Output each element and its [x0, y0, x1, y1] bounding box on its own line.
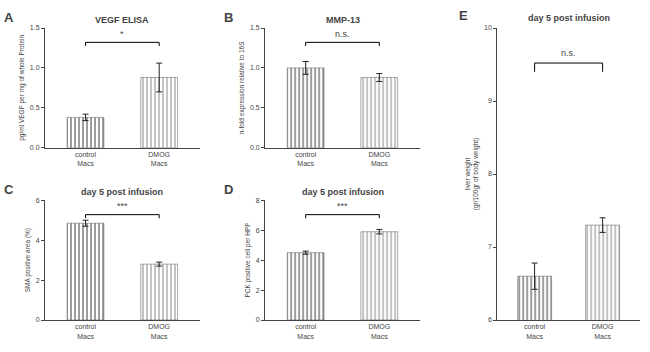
svg-text:2: 2 [256, 287, 260, 294]
svg-text:9: 9 [488, 97, 492, 104]
svg-text:A: A [4, 10, 14, 25]
svg-text:7: 7 [488, 243, 492, 250]
svg-text:4: 4 [36, 237, 40, 244]
svg-text:0: 0 [36, 316, 40, 323]
svg-text:pg/ml VEGF per mg of whole Pro: pg/ml VEGF per mg of whole Protein [18, 35, 26, 141]
svg-text:liver weight(gr/100gr of body: liver weight(gr/100gr of body weight) [464, 138, 480, 210]
svg-text:controlMacs: controlMacs [295, 151, 316, 167]
svg-text:PCK positive cell per HPF: PCK positive cell per HPF [244, 223, 252, 298]
svg-text:n.s.: n.s. [335, 29, 350, 39]
svg-text:0.5: 0.5 [250, 104, 260, 111]
svg-text:DMOGMacs: DMOGMacs [592, 323, 614, 339]
svg-text:***: *** [117, 201, 128, 211]
svg-text:6: 6 [36, 197, 40, 204]
svg-text:DMOGMacs: DMOGMacs [368, 323, 390, 339]
svg-text:DMOGMacs: DMOGMacs [148, 151, 170, 167]
svg-text:***: *** [337, 201, 348, 211]
svg-text:controlMacs: controlMacs [524, 323, 545, 339]
svg-text:E: E [459, 8, 468, 23]
svg-text:B: B [224, 10, 233, 25]
svg-text:6: 6 [488, 316, 492, 323]
svg-text:day 5 post infusion: day 5 post infusion [528, 13, 610, 23]
svg-text:6: 6 [256, 227, 260, 234]
svg-text:DMOGMacs: DMOGMacs [368, 151, 390, 167]
svg-text:D: D [224, 182, 233, 197]
svg-text:4: 4 [256, 257, 260, 264]
svg-text:controlMacs: controlMacs [75, 323, 96, 339]
svg-text:1.5: 1.5 [250, 24, 260, 31]
svg-text:MMP-13: MMP-13 [326, 15, 360, 25]
svg-text:10: 10 [484, 24, 492, 31]
svg-text:1.5: 1.5 [30, 24, 40, 31]
svg-text:0.0: 0.0 [30, 144, 40, 151]
svg-text:8: 8 [256, 197, 260, 204]
svg-text:0.0: 0.0 [250, 144, 260, 151]
svg-text:C: C [4, 182, 14, 197]
svg-text:0.5: 0.5 [30, 104, 40, 111]
svg-text:n.s.: n.s. [561, 48, 576, 58]
svg-text:day 5 post infusion: day 5 post infusion [302, 187, 384, 197]
svg-text:controlMacs: controlMacs [75, 151, 96, 167]
svg-text:8: 8 [488, 170, 492, 177]
svg-text:VEGF ELISA: VEGF ELISA [95, 15, 149, 25]
svg-text:n-fold expression relative to: n-fold expression relative to 16S [238, 41, 246, 135]
svg-text:1.0: 1.0 [30, 64, 40, 71]
svg-text:DMOGMacs: DMOGMacs [148, 323, 170, 339]
svg-text:SMA positive area (%): SMA positive area (%) [24, 228, 32, 292]
svg-text:0: 0 [256, 316, 260, 323]
svg-text:day 5 post infusion: day 5 post infusion [81, 187, 163, 197]
svg-text:*: * [120, 29, 124, 39]
svg-text:controlMacs: controlMacs [295, 323, 316, 339]
svg-text:2: 2 [36, 277, 40, 284]
svg-text:1.0: 1.0 [250, 64, 260, 71]
